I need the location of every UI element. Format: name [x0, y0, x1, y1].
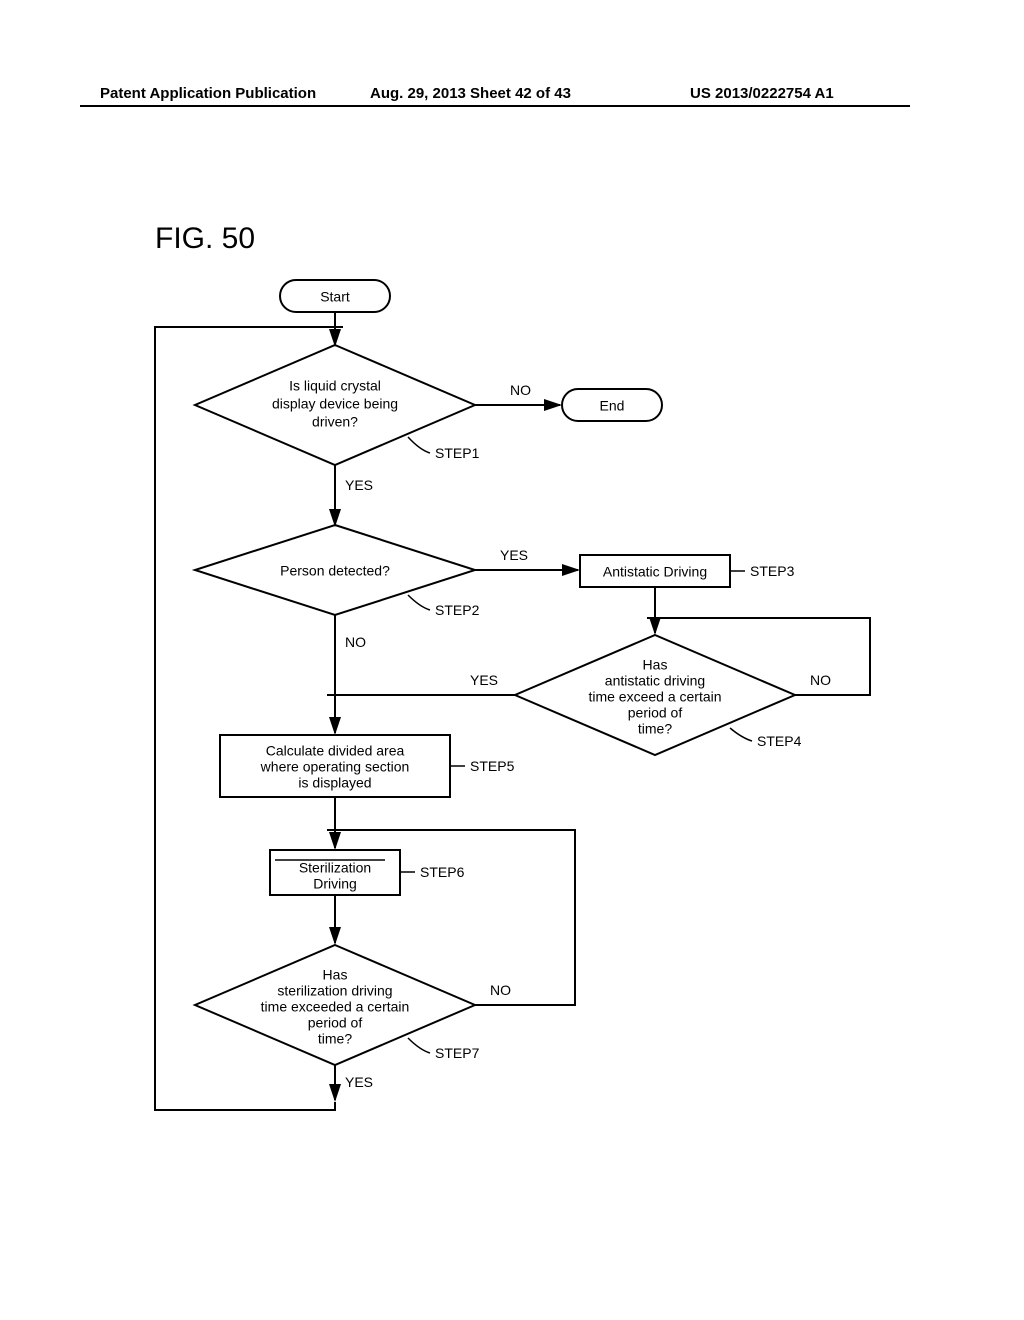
step7-label: STEP7 [435, 1045, 480, 1061]
step4-l3: time exceed a certain [588, 689, 721, 705]
step4-yes: YES [470, 672, 498, 688]
step4-no: NO [810, 672, 831, 688]
step5-l2: where operating section [260, 759, 410, 775]
header-right: US 2013/0222754 A1 [690, 85, 834, 102]
step5-l1: Calculate divided area [266, 743, 405, 759]
step4-l1: Has [643, 657, 668, 673]
step1-l2: display device being [272, 396, 398, 412]
step6-l2: Driving [313, 876, 357, 892]
step4-label: STEP4 [757, 733, 802, 749]
step1-yes: YES [345, 477, 373, 493]
header-rule [80, 105, 910, 107]
step1-no: NO [510, 382, 531, 398]
step3-l1: Antistatic Driving [603, 564, 707, 580]
step5-l3: is displayed [298, 775, 371, 791]
step7-l3: time exceeded a certain [261, 999, 410, 1015]
start-text: Start [320, 289, 350, 305]
step2-label: STEP2 [435, 602, 480, 618]
step7-no: NO [490, 982, 511, 998]
step4-l2: antistatic driving [605, 673, 705, 689]
step4-l5: time? [638, 721, 672, 737]
step6-label: STEP6 [420, 864, 465, 880]
step2-no: NO [345, 634, 366, 650]
step1-l1: Is liquid crystal [289, 378, 381, 394]
header-mid: Aug. 29, 2013 Sheet 42 of 43 [370, 85, 571, 102]
step7-l2: sterilization driving [277, 983, 392, 999]
step7-l4: period of [308, 1015, 363, 1031]
header-left: Patent Application Publication [100, 85, 316, 102]
step2-l1: Person detected? [280, 563, 390, 579]
step5-label: STEP5 [470, 758, 515, 774]
step6-l1: Sterilization [299, 860, 371, 876]
flowchart: Start Is liquid crystal display device b… [130, 275, 920, 1135]
step1-label: STEP1 [435, 445, 480, 461]
step3-label: STEP3 [750, 563, 795, 579]
step2-yes: YES [500, 547, 528, 563]
figure-title: FIG. 50 [155, 222, 255, 256]
step7-l5: time? [318, 1031, 352, 1047]
step7-l1: Has [323, 967, 348, 983]
step7-yes: YES [345, 1074, 373, 1090]
end-text: End [600, 398, 625, 414]
step4-l4: period of [628, 705, 683, 721]
step1-l3: driven? [312, 414, 358, 430]
